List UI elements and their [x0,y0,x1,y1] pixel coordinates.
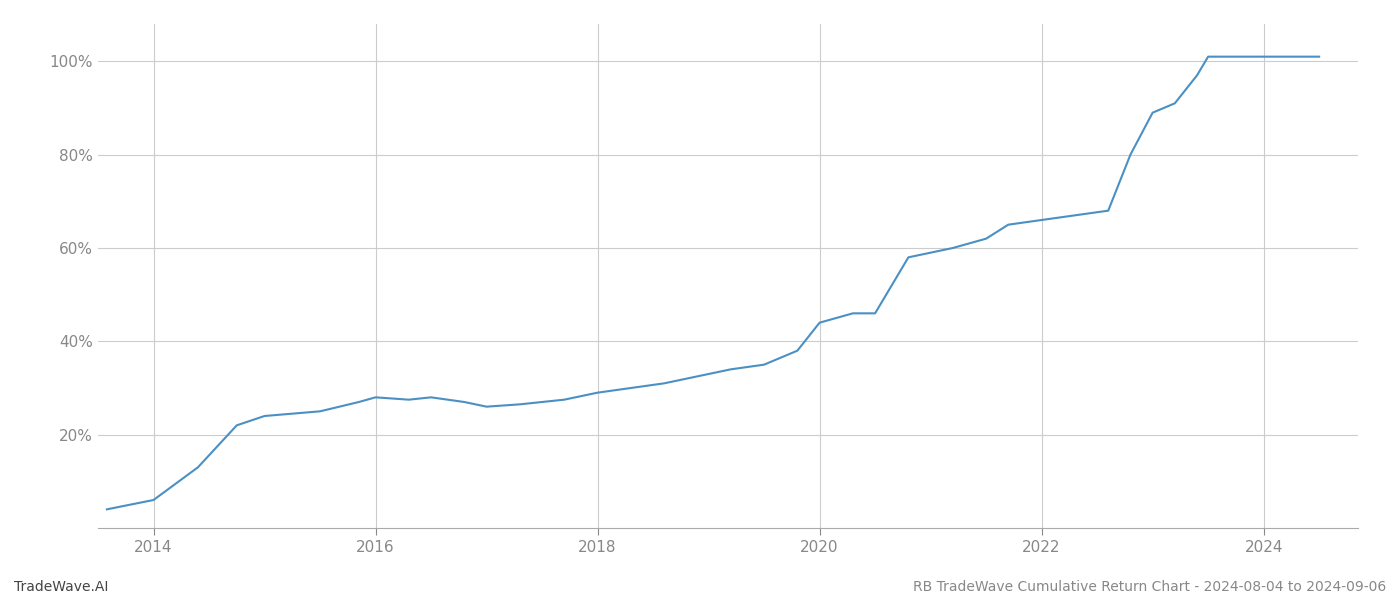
Text: RB TradeWave Cumulative Return Chart - 2024-08-04 to 2024-09-06: RB TradeWave Cumulative Return Chart - 2… [913,580,1386,594]
Text: TradeWave.AI: TradeWave.AI [14,580,108,594]
